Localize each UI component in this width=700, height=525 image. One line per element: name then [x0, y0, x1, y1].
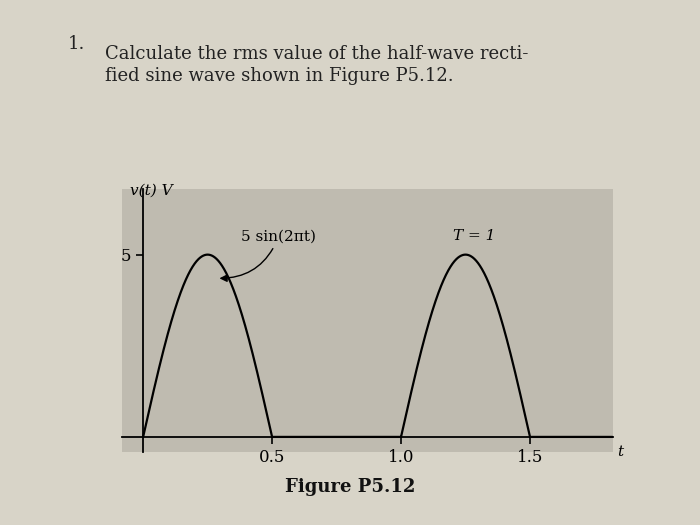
Text: T = 1: T = 1 — [453, 229, 495, 244]
Text: Calculate the rms value of the half-wave recti-: Calculate the rms value of the half-wave… — [105, 45, 528, 63]
Text: Figure P5.12: Figure P5.12 — [285, 478, 415, 496]
Text: t: t — [617, 445, 624, 459]
Text: fied sine wave shown in Figure P5.12.: fied sine wave shown in Figure P5.12. — [105, 67, 454, 85]
Text: 5 sin(2πt): 5 sin(2πt) — [221, 229, 316, 281]
Text: v(t) V: v(t) V — [130, 184, 173, 198]
Text: 1.: 1. — [68, 35, 85, 53]
